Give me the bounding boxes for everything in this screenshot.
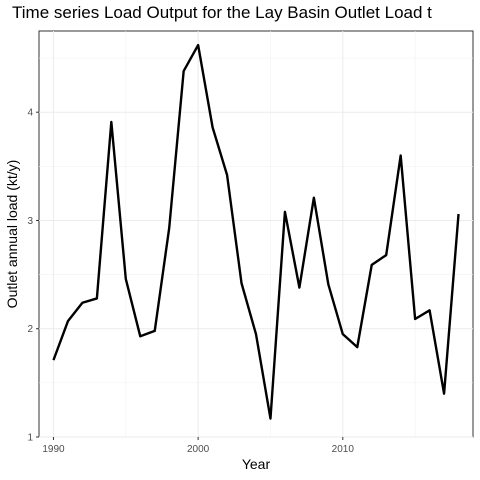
plot-panel <box>38 30 474 438</box>
y-tick-label: 2 <box>27 324 33 335</box>
x-tick-label: 1990 <box>42 444 65 455</box>
series-line <box>52 43 460 420</box>
y-tick-label: 1 <box>27 433 33 444</box>
y-axis-title: Outlet annual load (kt/y) <box>4 160 20 309</box>
x-tick-label: 2000 <box>187 444 210 455</box>
y-tick-label: 3 <box>27 216 33 227</box>
major-gridlines <box>39 31 473 438</box>
chart-title: Time series Load Output for the Lay Basi… <box>12 3 432 22</box>
x-axis: 1990 2000 2010 <box>42 437 354 455</box>
y-tick-label: 4 <box>27 108 33 119</box>
x-tick-label: 2010 <box>332 444 355 455</box>
y-axis: 1 2 3 4 <box>27 108 39 444</box>
x-axis-title: Year <box>242 456 271 472</box>
